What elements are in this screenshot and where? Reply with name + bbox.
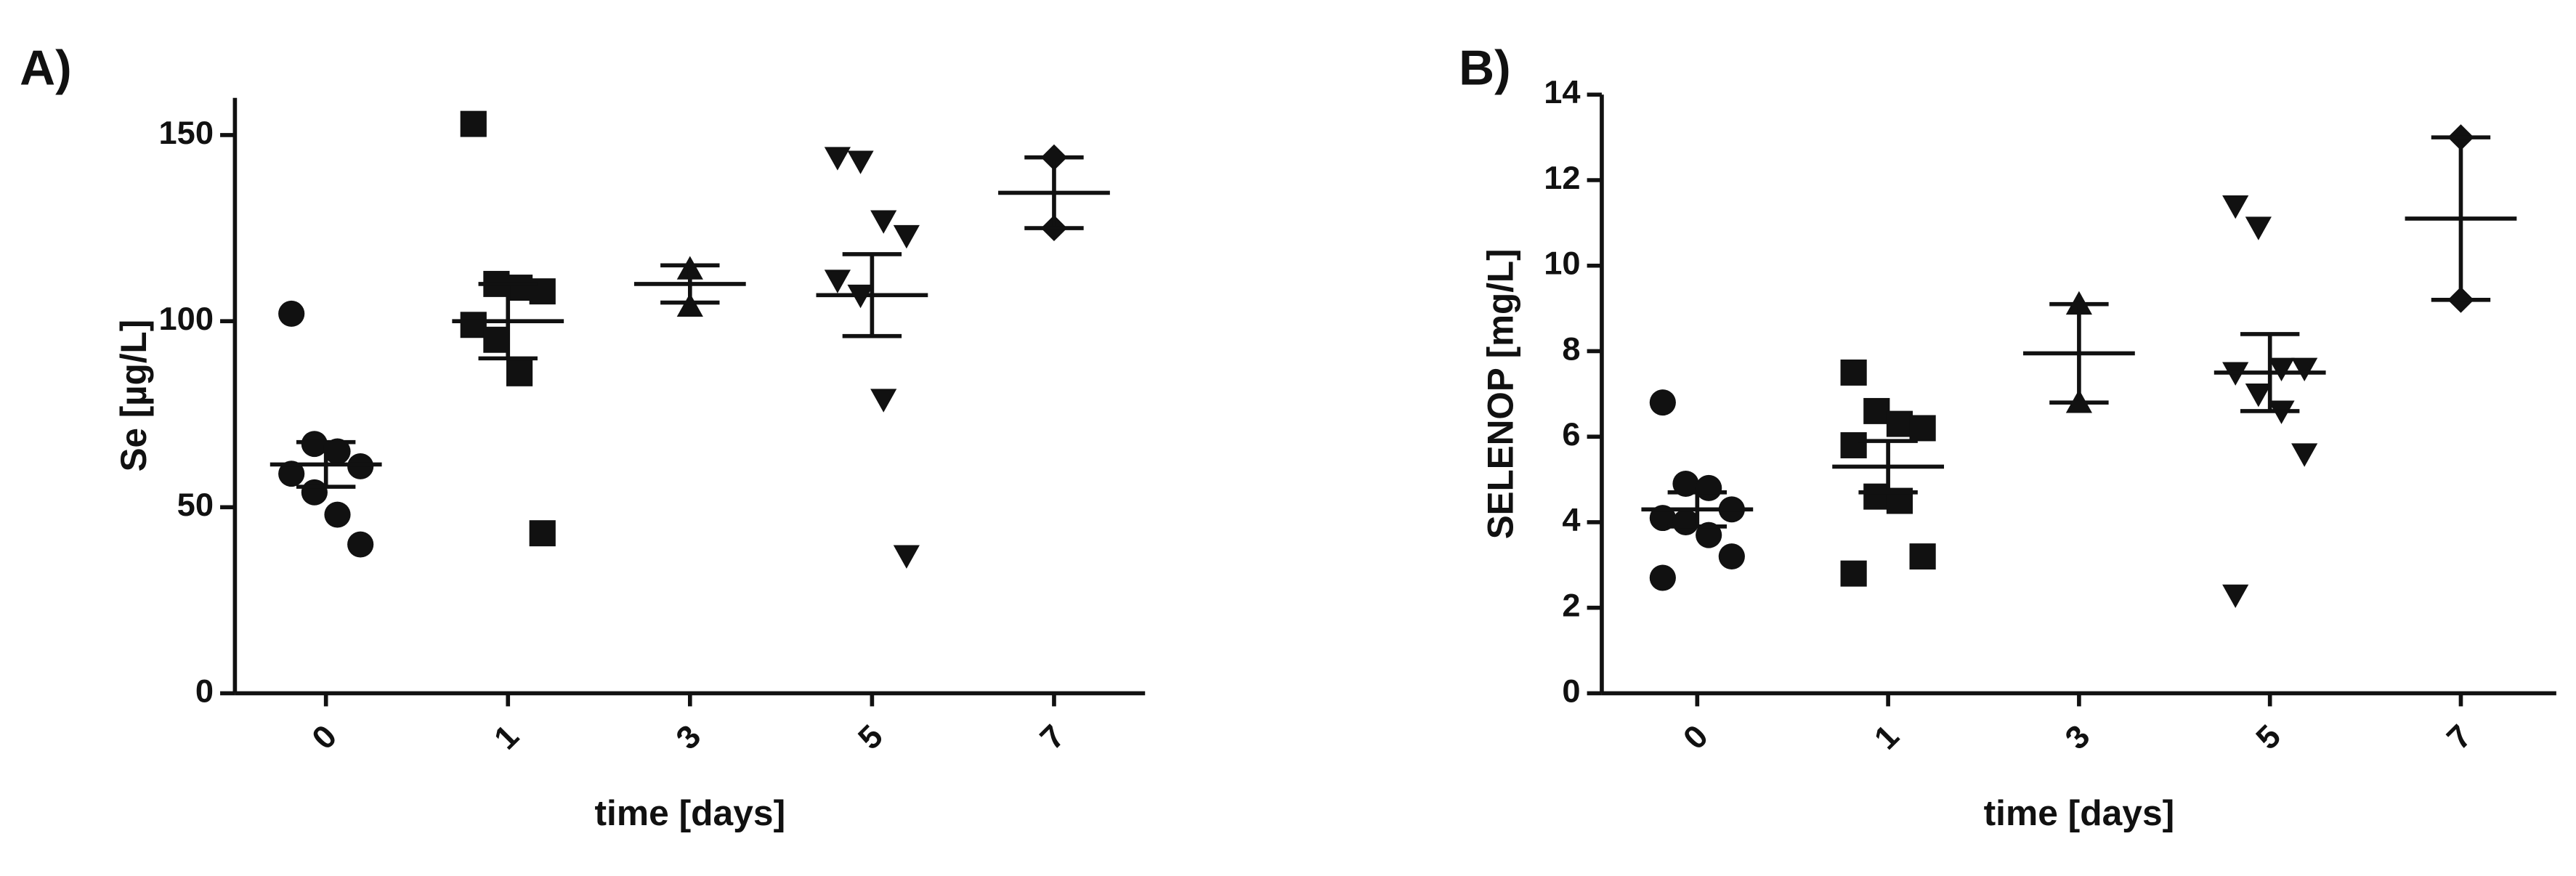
point bbox=[347, 531, 374, 558]
point bbox=[278, 461, 305, 487]
point bbox=[324, 438, 351, 465]
point bbox=[278, 300, 305, 327]
point bbox=[529, 520, 556, 547]
x-tick-label: 1 bbox=[1867, 718, 1906, 757]
point bbox=[506, 275, 533, 301]
y-tick-label: 4 bbox=[1562, 501, 1580, 538]
x-tick-label: 0 bbox=[1676, 718, 1715, 757]
y-tick-label: 8 bbox=[1562, 330, 1580, 367]
point bbox=[2291, 357, 2318, 382]
point bbox=[870, 210, 897, 234]
point bbox=[506, 360, 533, 386]
x-tick-label: 1 bbox=[487, 718, 526, 757]
point bbox=[2245, 216, 2272, 240]
x-tick-label: 5 bbox=[2248, 718, 2288, 757]
y-tick-label: 6 bbox=[1562, 415, 1580, 453]
x-tick-label: 3 bbox=[668, 718, 708, 757]
point bbox=[1718, 543, 1745, 570]
y-tick-label: 100 bbox=[159, 300, 214, 337]
x-tick-label: 3 bbox=[2058, 718, 2097, 757]
x-tick-label: 0 bbox=[304, 718, 344, 757]
y-tick-label: 10 bbox=[1544, 245, 1580, 282]
point bbox=[1649, 564, 1676, 591]
point bbox=[893, 545, 920, 569]
point bbox=[1840, 359, 1867, 386]
point bbox=[2268, 357, 2295, 382]
point bbox=[1672, 509, 1699, 535]
y-tick-label: 0 bbox=[1562, 672, 1580, 709]
point bbox=[1886, 410, 1913, 437]
point bbox=[1863, 397, 1890, 424]
y-axis-label: SELENOP [mg/L] bbox=[1480, 248, 1520, 539]
point bbox=[870, 389, 897, 413]
point bbox=[483, 326, 510, 353]
y-tick-label: 14 bbox=[1544, 73, 1580, 110]
point bbox=[1909, 543, 1936, 570]
y-tick-label: 2 bbox=[1562, 587, 1580, 624]
x-axis-label: time [days] bbox=[1984, 792, 2175, 833]
y-tick-label: 50 bbox=[177, 486, 214, 523]
point bbox=[893, 224, 920, 249]
point bbox=[1840, 432, 1867, 458]
point bbox=[460, 110, 487, 137]
point bbox=[1649, 389, 1676, 416]
x-tick-label: 5 bbox=[851, 718, 890, 757]
point bbox=[2222, 584, 2249, 609]
panel-label: B) bbox=[1459, 41, 1511, 96]
point bbox=[1909, 415, 1936, 442]
point bbox=[2291, 443, 2318, 467]
point bbox=[2222, 195, 2249, 219]
panel-label: A) bbox=[20, 41, 72, 96]
y-tick-label: 150 bbox=[159, 114, 214, 151]
point bbox=[824, 147, 851, 171]
point bbox=[1840, 560, 1867, 587]
y-tick-label: 0 bbox=[195, 672, 214, 709]
y-axis-label: Se [µg/L] bbox=[113, 320, 154, 472]
y-tick-label: 12 bbox=[1544, 159, 1580, 196]
x-tick-label: 7 bbox=[1033, 718, 1072, 757]
point bbox=[847, 150, 874, 174]
point bbox=[1863, 483, 1890, 510]
point bbox=[824, 269, 851, 293]
point bbox=[460, 312, 487, 338]
x-axis-label: time [days] bbox=[594, 792, 785, 833]
point bbox=[324, 501, 351, 528]
point bbox=[676, 293, 703, 317]
point bbox=[301, 479, 328, 506]
point bbox=[2245, 383, 2272, 407]
point bbox=[1696, 474, 1722, 501]
x-tick-label: 7 bbox=[2439, 718, 2479, 757]
